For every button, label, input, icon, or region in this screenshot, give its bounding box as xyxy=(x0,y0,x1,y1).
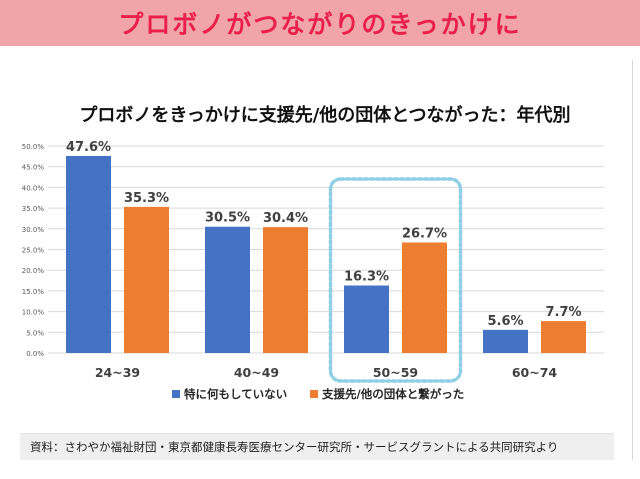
chart-title: プロボノをきっかけに支援先/他の団体とつながった：年代別 xyxy=(79,105,571,126)
y-tick-label: 5.0% xyxy=(26,329,44,337)
y-tick-label: 30.0% xyxy=(22,226,45,234)
x-tick-label: 60~74 xyxy=(512,365,558,380)
highlight-box xyxy=(328,177,463,383)
bar xyxy=(205,226,250,353)
bar xyxy=(541,321,586,353)
bar xyxy=(402,242,447,353)
data-label: 5.6% xyxy=(487,314,523,329)
y-tick-label: 0.0% xyxy=(26,350,44,358)
y-tick-label: 15.0% xyxy=(22,288,45,296)
y-tick-label: 35.0% xyxy=(22,205,45,213)
divider xyxy=(632,60,633,460)
data-label: 47.6% xyxy=(66,140,111,155)
bar xyxy=(66,155,111,353)
x-tick-label: 24~39 xyxy=(95,365,140,380)
y-tick-label: 25.0% xyxy=(22,247,45,255)
data-label: 30.5% xyxy=(205,211,250,226)
legend-swatch xyxy=(172,390,180,398)
data-label: 26.7% xyxy=(402,226,447,241)
y-tick-label: 10.0% xyxy=(22,309,45,317)
legend-label: 支援先/他の団体と繋がった xyxy=(321,387,464,401)
data-label: 16.3% xyxy=(344,270,389,285)
bar xyxy=(124,206,169,353)
data-label: 7.7% xyxy=(545,305,581,320)
x-tick-label: 50~59 xyxy=(373,365,418,380)
y-tick-label: 50.0% xyxy=(22,143,45,151)
x-tick-label: 40~49 xyxy=(234,365,279,380)
y-tick-label: 45.0% xyxy=(22,164,45,172)
header-banner xyxy=(0,0,640,46)
bar xyxy=(483,329,528,353)
source-note: 資料：さわやか福祉財団・東京都健康長寿医療センター研究所・サービスグラントによる… xyxy=(20,433,614,460)
bar xyxy=(263,227,308,353)
page-title: プロボノがつながりのきっかけに xyxy=(118,10,522,39)
y-tick-label: 40.0% xyxy=(22,184,45,192)
y-tick-label: 20.0% xyxy=(22,267,45,275)
legend-label: 特に何もしていない xyxy=(184,387,287,401)
bar xyxy=(344,285,389,353)
data-label: 30.4% xyxy=(263,211,308,226)
data-label: 35.3% xyxy=(124,191,169,206)
legend-swatch xyxy=(310,390,318,398)
